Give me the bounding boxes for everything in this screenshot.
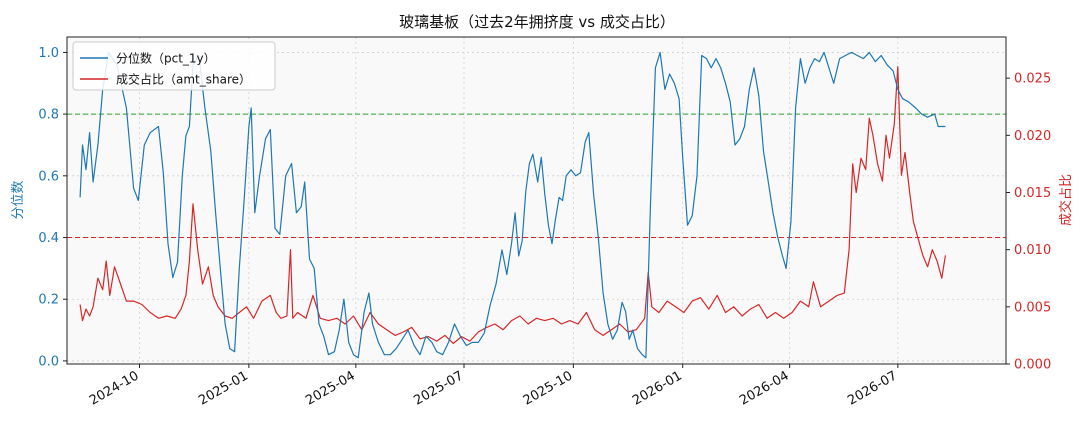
x-tick-label: 2025-07 xyxy=(411,368,466,408)
reference-lines xyxy=(67,113,1006,239)
right-tick-label: 0.010 xyxy=(1014,243,1051,258)
x-tick-label: 2026-01 xyxy=(630,368,685,408)
x-tick-label: 2024-10 xyxy=(87,368,142,408)
left-y-axis: 0.0 0.2 0.4 0.6 0.8 1.0 xyxy=(38,46,67,369)
legend-box xyxy=(72,41,276,91)
legend-label: 分位数（pct_1y） xyxy=(116,51,216,66)
right-tick-label: 0.000 xyxy=(1014,358,1051,373)
left-tick-label: 0.4 xyxy=(38,231,59,246)
x-tick-label: 2025-10 xyxy=(521,368,576,408)
legend-label: 成交占比（amt_share） xyxy=(116,72,251,87)
series-line-amt-share xyxy=(79,66,946,344)
left-tick-label: 0.8 xyxy=(38,108,59,123)
right-tick-label: 0.005 xyxy=(1014,300,1051,315)
x-tick-label: 2026-07 xyxy=(845,368,900,408)
left-tick-label: 0.2 xyxy=(38,293,59,308)
left-tick-label: 1.0 xyxy=(38,46,59,61)
right-tick-label: 0.020 xyxy=(1014,129,1051,144)
left-axis-label: 分位数 xyxy=(11,180,26,219)
x-axis: 2024-10 2025-01 2025-04 2025-07 2025-10 2026-… xyxy=(87,364,900,409)
x-tick-label: 2026-04 xyxy=(737,368,792,408)
x-tick-label: 2025-01 xyxy=(196,368,251,408)
x-tick-label: 2025-04 xyxy=(303,368,358,408)
right-y-axis: 0.000 0.005 0.010 0.015 0.020 0.025 xyxy=(1006,72,1051,373)
series-group xyxy=(79,51,946,359)
plot-frame xyxy=(66,36,1007,365)
series-line-pct-1y xyxy=(79,51,946,359)
chart-title: 玻璃基板（过去2年拥挤度 vs 成交占比） xyxy=(399,13,675,31)
right-tick-label: 0.015 xyxy=(1014,186,1051,201)
legend: 分位数（pct_1y） 成交占比（amt_share） xyxy=(72,41,276,91)
left-tick-label: 0.0 xyxy=(38,354,59,369)
right-tick-label: 0.025 xyxy=(1014,72,1051,87)
right-axis-label: 成交占比 xyxy=(1058,174,1074,226)
left-tick-label: 0.6 xyxy=(38,169,59,184)
